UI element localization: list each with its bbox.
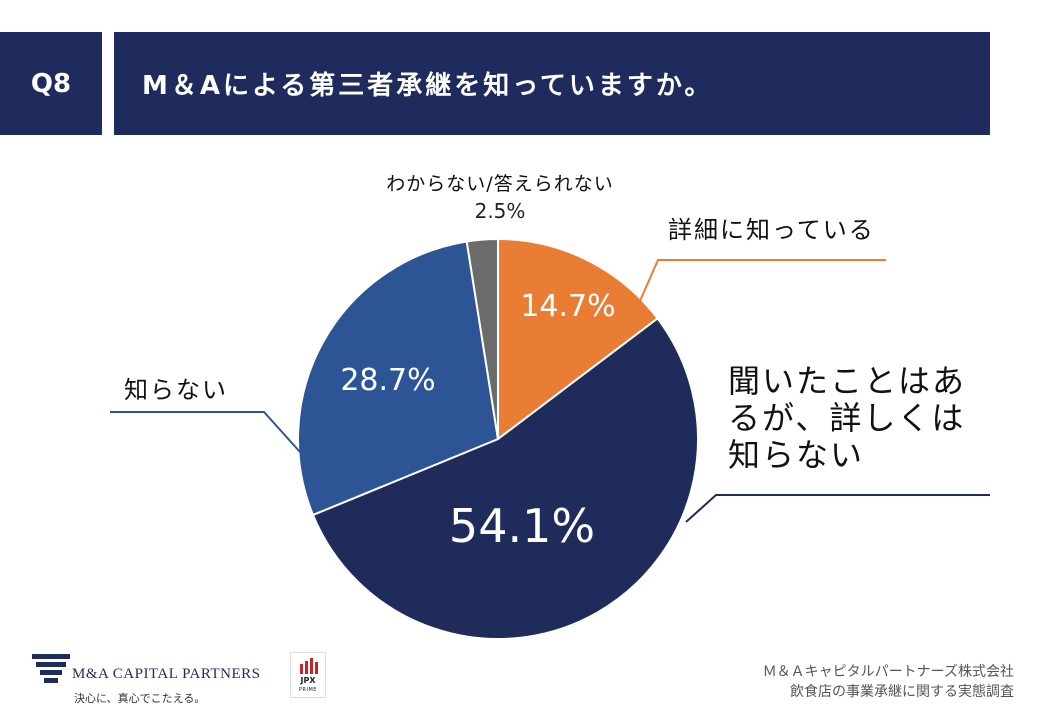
jpx-logo-icon	[300, 658, 318, 674]
jpx-prime-label: PRIME	[299, 687, 317, 693]
source-note: Ｍ＆Ａキャピタルパートナーズ株式会社 飲食店の事業承継に関する実態調査	[763, 662, 1014, 702]
question-number: Q8	[0, 32, 102, 135]
leader-line	[110, 411, 301, 453]
pie-slice	[297, 240, 500, 517]
jpx-prime-badge: JPX PRIME	[290, 652, 326, 698]
slice-category-label: 知らない	[124, 376, 228, 404]
source-line-1: Ｍ＆Ａキャピタルパートナーズ株式会社	[762, 664, 1014, 680]
leader-line	[685, 494, 990, 523]
source-line-2: 飲食店の事業承継に関する実態調査	[790, 684, 1014, 700]
slice-category-label: 詳細に知っている	[668, 216, 875, 244]
slice-value-label: 54.1%	[449, 499, 595, 553]
slice-value-label: 28.7%	[340, 363, 435, 398]
slice-value-label: 2.5%	[475, 199, 526, 223]
page-title: M＆Aによる第三者承継を知っていますか。	[114, 32, 990, 135]
slice-category-label: わからない/答えられない	[386, 173, 613, 195]
pie-slice	[497, 237, 659, 442]
company-tagline: 決心に、真心でこたえる。	[74, 692, 206, 705]
pie-slice	[311, 317, 699, 640]
company-logo: M&A CAPITAL PARTNERS 決心に、真心でこたえる。	[32, 652, 260, 705]
slice-value-label: 14.7%	[520, 289, 615, 324]
company-logo-icon	[32, 654, 70, 683]
jpx-label: JPX	[300, 676, 316, 685]
slice-category-label: 聞いたことはあるが、詳しくは知らない	[728, 362, 966, 474]
company-name: M&A CAPITAL PARTNERS	[72, 666, 261, 682]
pie-slice	[465, 237, 499, 440]
leader-line	[635, 259, 886, 311]
